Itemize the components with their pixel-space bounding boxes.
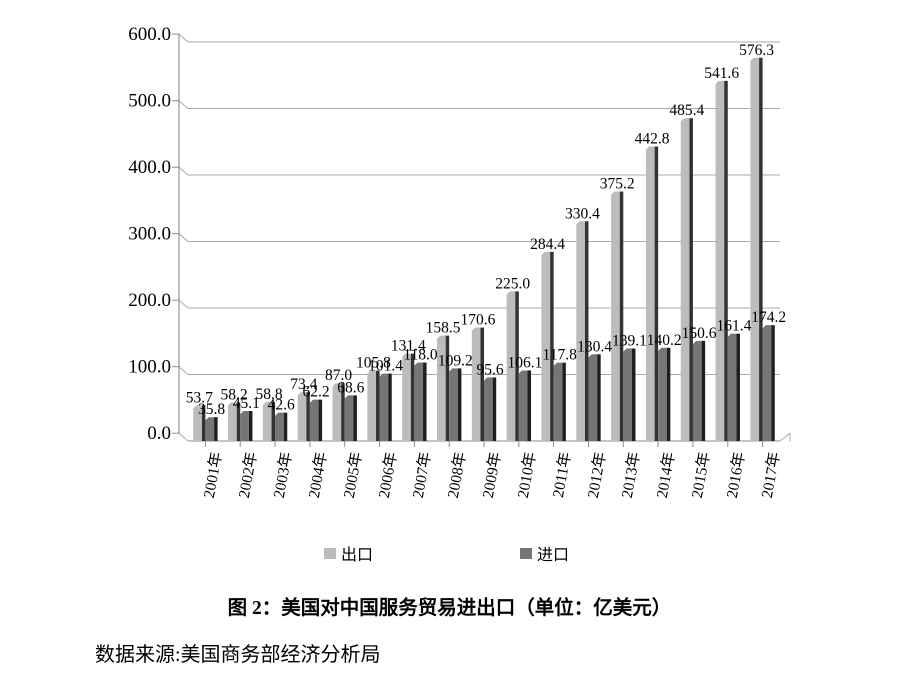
- svg-text:106.1: 106.1: [507, 354, 542, 371]
- svg-text:150.6: 150.6: [682, 325, 717, 342]
- svg-text:68.6: 68.6: [337, 379, 364, 396]
- svg-text:161.4: 161.4: [716, 318, 751, 335]
- svg-text:600.0: 600.0: [128, 24, 171, 45]
- svg-text:101.4: 101.4: [368, 358, 403, 375]
- svg-text:485.4: 485.4: [669, 102, 704, 119]
- svg-text:117.8: 117.8: [543, 347, 578, 364]
- svg-text:300.0: 300.0: [128, 224, 171, 245]
- svg-text:109.2: 109.2: [438, 352, 473, 369]
- svg-text:100.0: 100.0: [128, 357, 171, 378]
- svg-text:140.2: 140.2: [647, 332, 682, 349]
- svg-text:62.2: 62.2: [302, 384, 329, 401]
- svg-text:118.0: 118.0: [403, 347, 438, 364]
- svg-text:200.0: 200.0: [128, 290, 171, 311]
- svg-text:442.8: 442.8: [635, 131, 670, 148]
- svg-text:284.4: 284.4: [530, 236, 565, 253]
- svg-text:174.2: 174.2: [751, 309, 786, 326]
- svg-text:158.5: 158.5: [426, 320, 461, 337]
- svg-text:95.6: 95.6: [477, 361, 504, 378]
- svg-text:541.6: 541.6: [704, 65, 739, 82]
- svg-text:500.0: 500.0: [128, 91, 171, 112]
- svg-text:35.8: 35.8: [198, 401, 225, 418]
- svg-text:130.4: 130.4: [577, 338, 612, 355]
- svg-text:0.0: 0.0: [147, 423, 171, 444]
- svg-text:139.1: 139.1: [612, 333, 647, 350]
- svg-text:225.0: 225.0: [495, 275, 530, 292]
- svg-text:42.6: 42.6: [268, 397, 295, 414]
- svg-text:330.4: 330.4: [565, 205, 600, 222]
- svg-text:375.2: 375.2: [600, 176, 635, 193]
- svg-text:400.0: 400.0: [128, 157, 171, 178]
- svg-text:576.3: 576.3: [739, 42, 774, 59]
- svg-text:170.6: 170.6: [460, 312, 495, 329]
